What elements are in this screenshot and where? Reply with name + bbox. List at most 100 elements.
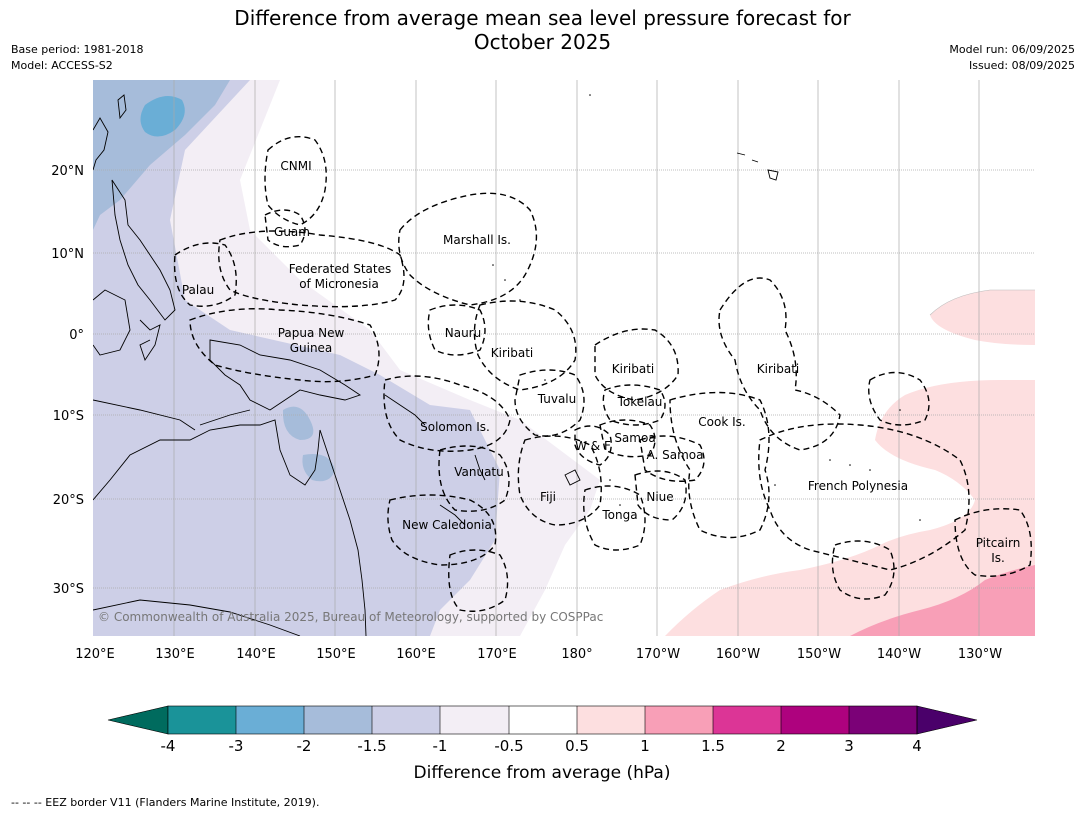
island-dot [869,469,871,471]
lon-tick: 160°W [716,647,760,662]
eez-vanuatu [438,445,510,512]
colorbar-tick: 1.5 [701,737,725,755]
colorbar: -4 -3 -2 -1.5 -1 -0.5 0.5 1 1.5 2 3 4 Di… [107,705,978,783]
eez-cook [669,391,770,539]
lat-tick: 0° [69,328,84,343]
coastline-vanuatu [474,454,486,481]
colorbar-label: Difference from average (hPa) [414,763,671,783]
eez-fiji [517,435,602,526]
label-samoa: Samoa [614,431,655,445]
label-kiribati-central: Kiribati [612,362,654,376]
island-dot [492,264,494,266]
lon-tick: 120°E [75,647,115,662]
coastline-asia [93,117,109,171]
colorbar-over-arrow [916,705,978,735]
label-french-polynesia: French Polynesia [808,479,908,493]
label-pitcairn-2: Is. [991,551,1005,565]
coastline-philippines [111,179,176,321]
eez-new-caledonia [387,494,497,566]
island-dot [544,379,546,381]
eez-amsamoa [639,435,705,482]
label-nauru: Nauru [445,326,481,340]
anomaly-area-pink-east [930,290,1035,345]
model-name: Model: ACCESS-S2 [11,59,113,72]
eez-kiribati-central [594,328,679,401]
colorbar-tick: 2 [776,737,786,755]
label-kiribati-west: Kiribati [491,346,533,360]
eez-french-polynesia [758,423,970,571]
lon-tick: 150°W [797,647,841,662]
island-dot [519,299,521,301]
island-dot [774,484,776,486]
latitude-ticks: 20°N 10°N 0° 10°S 20°S 30°S [51,164,84,597]
eez-tuvalu [514,369,585,437]
eez-guam [264,209,306,248]
coastline-taiwan [117,94,127,120]
label-cnmi: CNMI [280,159,311,173]
eez-solomon [383,375,511,452]
colorbar-tick: -2 [297,737,312,755]
eez-austral [831,540,895,600]
eez-pitcairn [954,508,1032,577]
colorbar-tick: 3 [844,737,854,755]
meta-left: Base period: 1981-2018 Model: ACCESS-S2 [11,42,143,74]
anomaly-area-blue-grey-3 [302,454,335,482]
colorbar-segment [168,706,236,734]
colorbar-outline [167,705,918,735]
eez-kiribati-east [718,277,841,451]
lon-tick: 140°W [877,647,921,662]
anomaly-area-pink-deep [850,565,1035,636]
lon-tick: 180° [561,647,592,662]
label-tokelau: Tokelau [617,395,663,409]
label-png-1: Papua New [278,326,345,340]
colorbar-segment [440,706,509,734]
eez-marshall [398,192,538,306]
label-png-2: Guinea [290,341,333,355]
island-dot [899,409,901,411]
colorbar-segment [645,706,713,734]
colorbar-segment [304,706,372,734]
lat-tick: 30°S [53,582,84,597]
title-line-2: October 2025 [473,30,612,54]
coastline-hawaii [736,152,779,181]
lon-tick: 140°E [236,647,276,662]
lat-tick: 10°N [51,247,84,262]
island-dot [619,504,621,506]
label-vanuatu: Vanuatu [454,465,504,479]
label-tuvalu: Tuvalu [537,392,577,406]
island-dots [492,94,921,521]
colorbar-tick: -0.5 [494,737,523,755]
label-guam: Guam [274,225,310,239]
colorbar-segment [509,706,577,734]
copyright-notice: © Commonwealth of Australia 2025, Bureau… [98,610,603,624]
anomaly-area-blue-grey [93,80,230,230]
model-run: Model run: 06/09/2025 [949,43,1075,56]
colorbar-segment [372,706,440,734]
colorbar-segment [849,706,917,734]
label-niue: Niue [646,490,673,504]
coastline-australia-south [93,599,301,636]
coastline-new-caledonia [439,504,466,526]
coastline-new-guinea [209,339,362,411]
label-palau: Palau [182,283,214,297]
island-dot [919,519,921,521]
coastline-java [93,399,196,431]
eez-fsm [218,230,405,308]
label-fsm-1: Federated States [289,262,391,276]
colorbar-segment [577,706,645,734]
label-wallis-futuna: W & F [575,439,611,453]
eez-nauru [427,304,486,356]
eez-wallis [574,425,612,466]
eez-kiribati-west [473,300,577,391]
label-solomon: Solomon Is. [420,420,490,434]
label-marshall: Marshall Is. [443,233,511,247]
eez-tonga [583,485,646,551]
label-fiji: Fiji [540,490,556,504]
lon-tick: 170°W [636,647,680,662]
anomaly-area-pink-south [665,380,1035,636]
island-dot [829,459,831,461]
label-american-samoa: A. Samoa [647,448,704,462]
lat-tick: 10°S [53,409,84,424]
chart-title: Difference from average mean sea level p… [0,6,1085,54]
